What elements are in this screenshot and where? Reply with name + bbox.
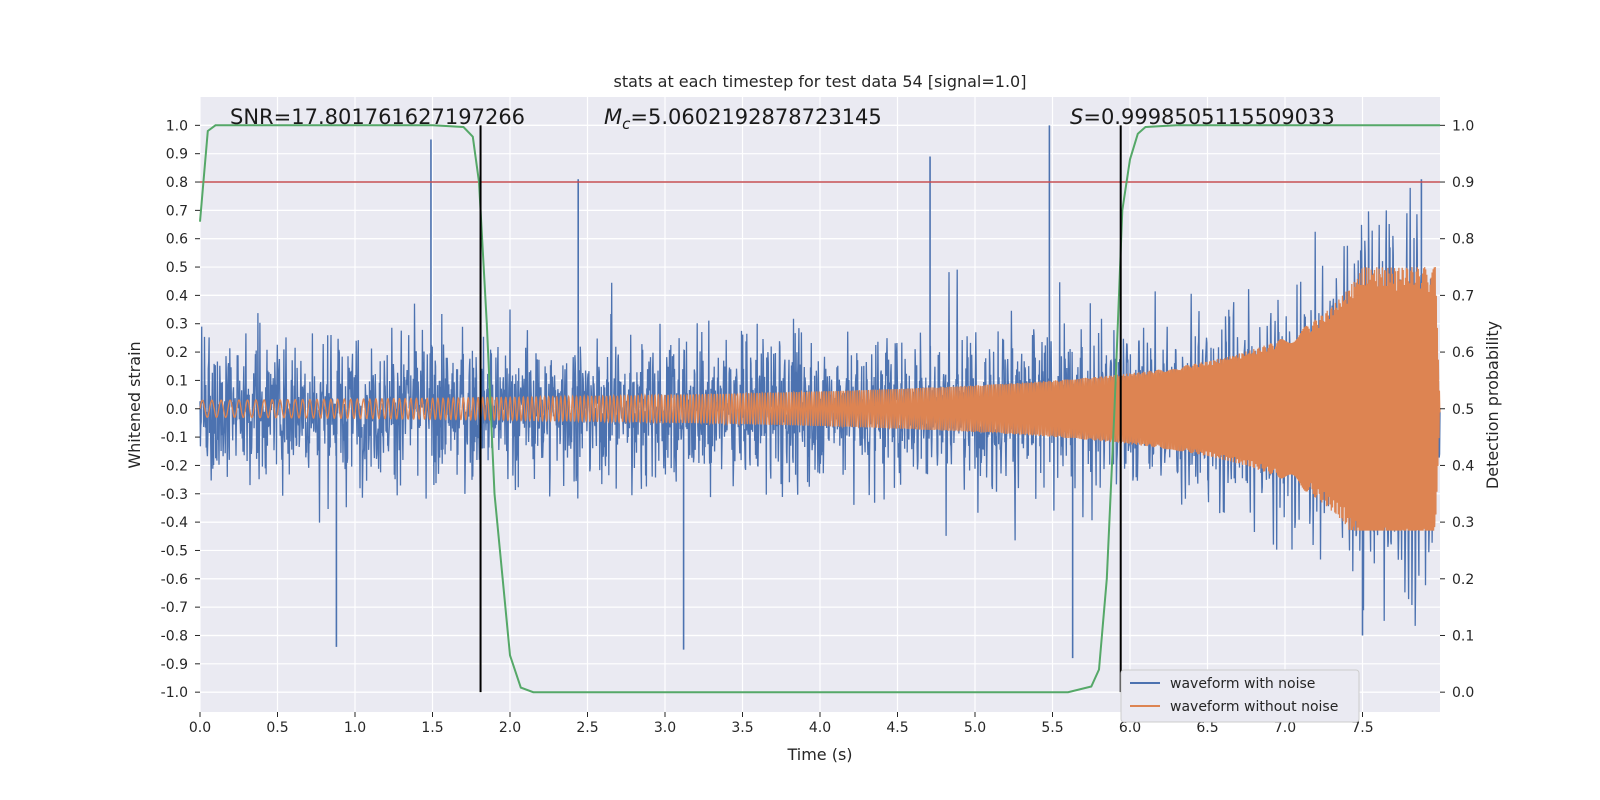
y-left-tick-label: 0.6 (166, 232, 188, 248)
legend-noise-label: waveform with noise (1170, 676, 1315, 692)
y-right-tick-label: 0.7 (1452, 288, 1474, 304)
chirp-mass-annotation: Mc=5.0602192878723145 (604, 105, 882, 133)
legend: waveform with noise waveform without noi… (1120, 669, 1360, 723)
y-right-tick-label: 0.2 (1452, 572, 1474, 588)
y-right-tick-label: 0.8 (1452, 232, 1474, 248)
y-left-tick-label: -0.9 (161, 657, 188, 673)
detection-probability-line (199, 124, 1440, 694)
y-left-tick-label: 0.0 (166, 402, 188, 418)
y-left-tick-label: -0.1 (161, 430, 188, 446)
x-tick-label: 3.5 (731, 720, 753, 736)
y-left-tick-label: 0.7 (166, 203, 188, 219)
x-tick-label: 0.0 (189, 720, 211, 736)
y-left-tick-label: 0.9 (166, 147, 188, 163)
y-left-tick-label: 0.3 (166, 317, 188, 333)
y-axis-label-left: Whitened strain (125, 341, 144, 468)
x-axis-label: Time (s) (786, 745, 852, 764)
y-left-tick-label: 0.4 (166, 288, 188, 304)
x-tick-label: 2.5 (576, 720, 598, 736)
x-tick-label: 6.0 (1119, 720, 1141, 736)
x-tick-label: 1.5 (421, 720, 443, 736)
y-left-tick-label: 0.5 (166, 260, 188, 276)
y-left-tick-label: -0.4 (161, 515, 188, 531)
y-left-tick-label: -0.6 (161, 572, 188, 588)
y-left-tick-label: 0.2 (166, 345, 188, 361)
y-left-tick-label: -1.0 (161, 685, 188, 701)
y-left-tick-label: 1.0 (166, 118, 188, 134)
chart-title: stats at each timestep for test data 54 … (614, 72, 1027, 91)
clean-waveform-line (199, 266, 1441, 531)
y-left-tick-label: -0.2 (161, 458, 188, 474)
y-right-tick-label: 0.0 (1452, 685, 1474, 701)
y-left-tick-label: -0.7 (161, 600, 188, 616)
x-tick-label: 0.5 (266, 720, 288, 736)
legend-signal-label: waveform without noise (1170, 699, 1338, 715)
y-left-tick-label: -0.5 (161, 543, 188, 559)
x-tick-label: 4.0 (809, 720, 831, 736)
y-right-tick-label: 0.1 (1452, 628, 1474, 644)
y-right-tick-label: 0.5 (1452, 402, 1474, 418)
axes-layer: 0.0 0.5 1.0 1.5 2.0 2.5 3.0 3.5 4.0 4.5 5.0 5.5 6.0 6… (161, 118, 1475, 736)
y-axis-label-right: Detection probability (1483, 321, 1502, 489)
x-tick-label: 1.0 (344, 720, 366, 736)
x-tick-label: 2.0 (499, 720, 521, 736)
x-tick-label: 5.0 (964, 720, 986, 736)
score-annotation: S=0.9998505115509033 (1070, 105, 1335, 129)
x-tick-label: 3.0 (654, 720, 676, 736)
snr-annotation: SNR=17.801761627197266 (230, 105, 525, 129)
y-left-tick-label: 0.8 (166, 175, 188, 191)
x-tick-label: 7.0 (1274, 720, 1296, 736)
y-left-tick-label: -0.3 (161, 487, 188, 503)
y-right-tick-label: 0.3 (1452, 515, 1474, 531)
y-left-tick-label: 0.1 (166, 373, 188, 389)
y-right-tick-label: 0.9 (1452, 175, 1474, 191)
x-tick-label: 6.5 (1196, 720, 1218, 736)
y-right-tick-label: 0.4 (1452, 458, 1474, 474)
y-right-tick-label: 0.6 (1452, 345, 1474, 361)
y-left-tick-label: -0.8 (161, 628, 188, 644)
series-layer (199, 124, 1441, 694)
x-tick-label: 4.5 (886, 720, 908, 736)
x-tick-label: 5.5 (1041, 720, 1063, 736)
x-tick-label: 7.5 (1351, 720, 1373, 736)
legend-box (1120, 669, 1360, 723)
y-right-tick-label: 1.0 (1452, 118, 1474, 134)
